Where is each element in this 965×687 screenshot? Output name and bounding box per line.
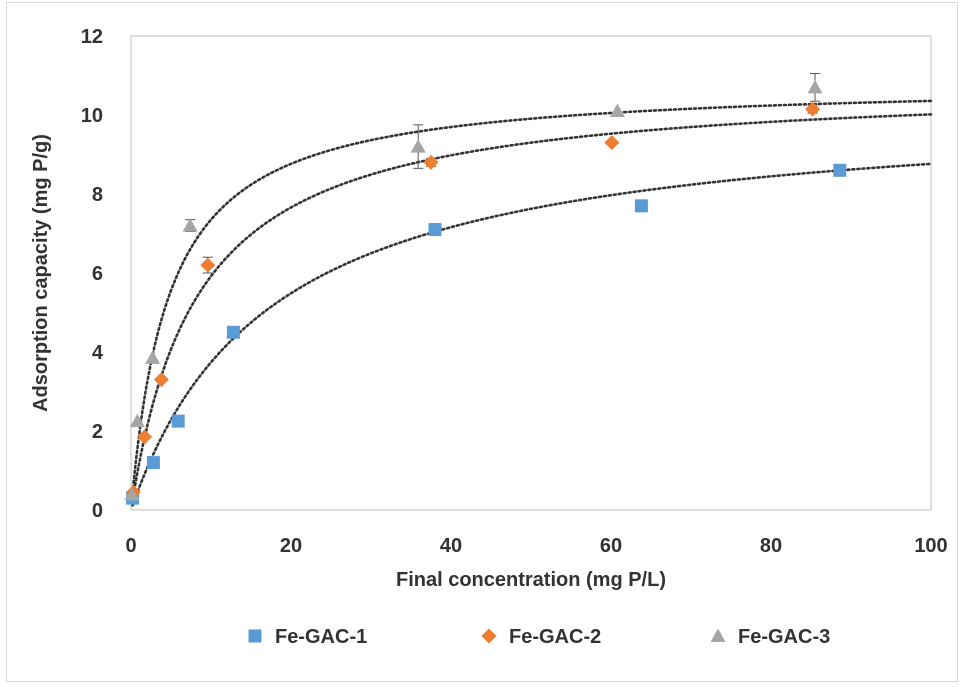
chart-frame xyxy=(6,2,958,682)
data-point xyxy=(146,456,160,470)
trendline-fe-gac-1 xyxy=(131,162,933,507)
y-tick-label: 12 xyxy=(81,26,103,48)
y-tick-label: 2 xyxy=(92,421,103,443)
data-point xyxy=(153,372,169,388)
legend-item-fe-gac-3: Fe-GAC-3 xyxy=(710,626,830,648)
y-tick-label: 4 xyxy=(92,342,104,364)
data-point xyxy=(604,135,620,151)
y-axis-ticks: 0 2 4 6 8 10 12 xyxy=(81,26,104,522)
y-tick-label: 10 xyxy=(81,105,103,127)
data-point xyxy=(124,486,140,501)
legend-marker xyxy=(481,628,497,644)
x-tick-label: 0 xyxy=(125,535,136,557)
data-point xyxy=(129,413,145,428)
data-point xyxy=(137,429,153,445)
trendlines xyxy=(131,99,933,507)
y-axis-title: Adsorption capacity (mg P/g) xyxy=(30,134,52,412)
y-tick-label: 8 xyxy=(92,184,103,206)
data-point xyxy=(226,325,240,339)
data-point xyxy=(634,199,648,213)
legend-item-fe-gac-2: Fe-GAC-2 xyxy=(481,626,601,648)
x-axis-ticks: 0 20 40 60 80 100 xyxy=(125,535,947,557)
y-tick-label: 6 xyxy=(92,263,103,285)
series-fe-gac-2 xyxy=(125,101,821,500)
data-point xyxy=(200,257,216,273)
data-point xyxy=(182,218,198,232)
trendline-fe-gac-3 xyxy=(131,99,933,495)
data-point xyxy=(807,79,823,94)
legend-label: Fe-GAC-1 xyxy=(275,626,367,648)
x-tick-label: 60 xyxy=(600,535,622,557)
data-point xyxy=(423,154,439,170)
legend-marker xyxy=(248,629,262,643)
legend-marker xyxy=(710,628,726,642)
data-point xyxy=(171,414,185,428)
data-point xyxy=(805,101,821,117)
y-tick-label: 0 xyxy=(92,500,103,522)
x-tick-label: 20 xyxy=(280,535,302,557)
plot-area xyxy=(130,35,932,511)
x-axis-title: Final concentration (mg P/L) xyxy=(396,569,666,591)
data-point xyxy=(609,103,625,118)
series-fe-gac-3 xyxy=(124,73,823,501)
data-point xyxy=(410,139,426,153)
legend: Fe-GAC-1 Fe-GAC-2 Fe-GAC-3 xyxy=(248,626,830,648)
legend-label: Fe-GAC-2 xyxy=(509,626,601,648)
series-fe-gac-1 xyxy=(126,163,847,505)
legend-label: Fe-GAC-3 xyxy=(738,626,830,648)
data-point xyxy=(833,163,847,177)
data-point xyxy=(428,223,442,237)
x-tick-label: 100 xyxy=(914,535,947,557)
legend-item-fe-gac-1: Fe-GAC-1 xyxy=(248,626,367,648)
data-point xyxy=(145,350,161,364)
data-points xyxy=(124,73,847,505)
x-tick-label: 40 xyxy=(440,535,462,557)
trendline-fe-gac-2 xyxy=(131,113,933,502)
x-tick-label: 80 xyxy=(760,535,782,557)
